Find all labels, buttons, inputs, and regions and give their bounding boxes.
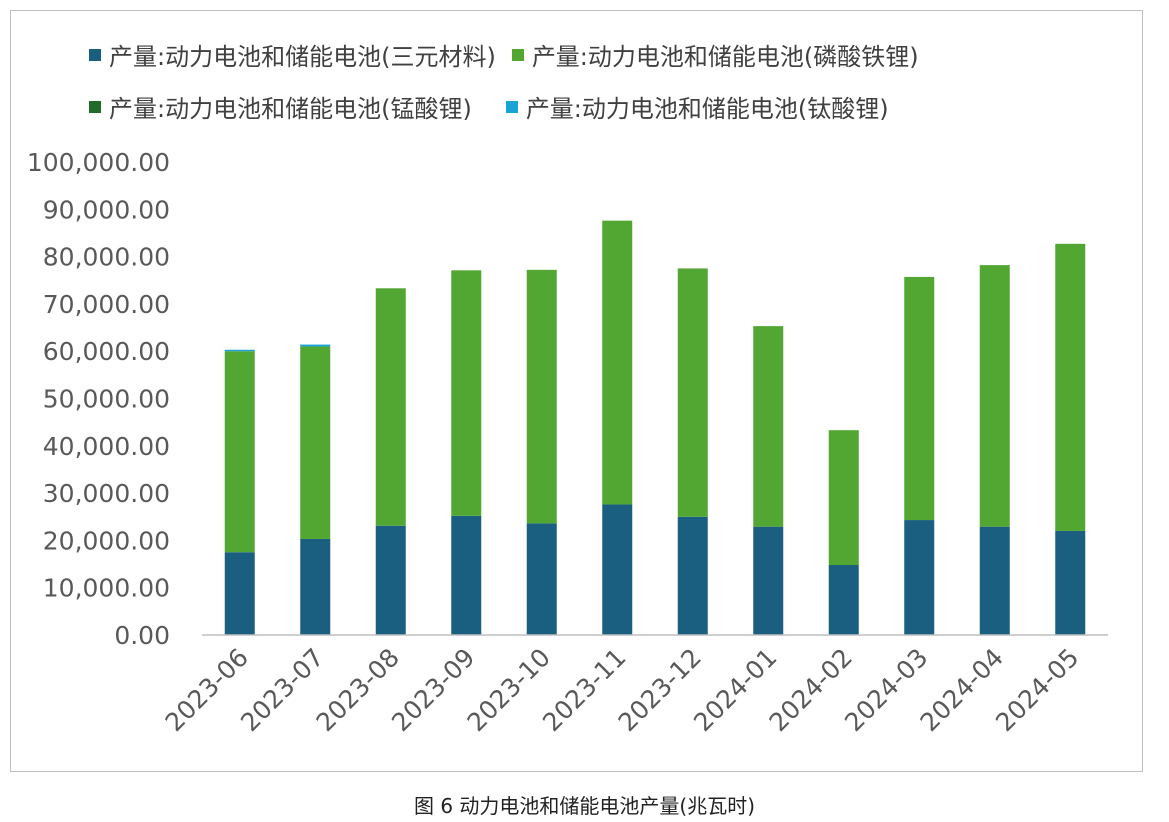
- x-tick-label: 2024-02: [764, 643, 858, 737]
- bars: [224, 220, 1086, 635]
- bar-segment-lfp: [451, 270, 482, 516]
- y-tick-label: 50,000.00: [43, 385, 170, 414]
- legend-item-lmo: 产量:动力电池和储能电池(锰酸锂): [89, 89, 472, 124]
- x-tick-label: 2023-07: [235, 643, 329, 737]
- bar-segment-lfp: [828, 430, 859, 565]
- x-tick-label: 2023-06: [160, 643, 254, 737]
- legend-swatch-lto: [505, 100, 518, 113]
- figure-caption: 图 6 动力电池和储能电池产量(兆瓦时): [413, 794, 756, 818]
- legend-label-lfp: 产量:动力电池和储能电池(磷酸铁锂): [531, 43, 919, 71]
- bar-segment-lfp: [224, 351, 255, 553]
- bar-segment-lfp: [375, 288, 406, 526]
- bar-segment-ncm: [602, 504, 633, 635]
- y-tick-label: 70,000.00: [43, 290, 170, 319]
- y-tick-label: 30,000.00: [43, 479, 170, 508]
- bar-segment-ncm: [300, 538, 331, 635]
- bar-segment-ncm: [979, 526, 1010, 635]
- chart-frame: 产量:动力电池和储能电池(三元材料) 产量:动力电池和储能电池(磷酸铁锂) 产量…: [10, 10, 1143, 772]
- x-tick-label: 2024-03: [839, 643, 933, 737]
- x-tick-label: 2023-09: [386, 643, 480, 737]
- y-tick-label: 80,000.00: [43, 243, 170, 272]
- x-axis: 2023-062023-072023-082023-092023-102023-…: [160, 634, 1108, 737]
- y-axis: 0.00 10,000.00 20,000.00 30,000.00 40,000.00…: [27, 148, 170, 650]
- bar-segment-ncm: [828, 564, 859, 635]
- x-tick-label: 2024-04: [915, 643, 1009, 737]
- legend-item-ncm: 产量:动力电池和储能电池(三元材料): [89, 37, 496, 72]
- bar-segment-lto: [300, 344, 331, 347]
- x-tick-label: 2023-11: [537, 643, 631, 737]
- y-tick-label: 100,000.00: [27, 148, 170, 177]
- legend-label-lto: 产量:动力电池和储能电池(钛酸锂): [525, 95, 889, 123]
- legend-item-lto: 产量:动力电池和储能电池(钛酸锂): [505, 89, 889, 124]
- bar-segment-ncm: [1055, 530, 1086, 635]
- bar-segment-lto: [224, 349, 255, 352]
- legend-label-lmo: 产量:动力电池和储能电池(锰酸锂): [109, 95, 472, 123]
- bar-segment-ncm: [224, 552, 255, 635]
- y-tick-label: 60,000.00: [43, 337, 170, 366]
- legend-swatch-ncm: [89, 48, 101, 61]
- bar-segment-lfp: [300, 346, 331, 539]
- legend-item-lfp: 产量:动力电池和储能电池(磷酸铁锂): [511, 37, 919, 72]
- legend-row-2: 产量:动力电池和储能电池(锰酸锂) 产量:动力电池和储能电池(钛酸锂): [89, 89, 905, 124]
- y-tick-label: 10,000.00: [43, 574, 170, 603]
- x-tick-label: 2023-12: [613, 643, 707, 737]
- bar-segment-ncm: [904, 520, 935, 635]
- legend-swatch-lfp: [511, 48, 524, 61]
- x-tick-label: 2024-05: [990, 643, 1084, 737]
- x-tick-label: 2023-08: [311, 643, 405, 737]
- y-tick-label: 20,000.00: [43, 526, 170, 555]
- x-tick-label: 2024-01: [688, 643, 782, 737]
- bar-segment-lfp: [602, 220, 633, 505]
- legend-row-1: 产量:动力电池和储能电池(三元材料) 产量:动力电池和储能电池(磷酸铁锂): [89, 37, 935, 72]
- bar-segment-ncm: [753, 526, 784, 635]
- bar-segment-ncm: [451, 515, 482, 635]
- y-tick-label: 0.00: [114, 621, 170, 650]
- bar-segment-lfp: [979, 265, 1010, 527]
- bar-segment-ncm: [677, 516, 708, 635]
- bar-segment-lfp: [904, 276, 935, 521]
- bar-segment-lfp: [526, 269, 557, 524]
- y-tick-label: 90,000.00: [43, 195, 170, 224]
- bar-segment-lfp: [677, 268, 708, 517]
- bar-segment-lfp: [753, 326, 784, 527]
- legend-swatch-lmo: [89, 100, 101, 113]
- x-tick-label: 2023-10: [462, 643, 556, 737]
- bar-segment-lfp: [1055, 243, 1086, 531]
- legend-label-ncm: 产量:动力电池和储能电池(三元材料): [109, 43, 496, 71]
- bar-segment-ncm: [526, 523, 557, 635]
- y-tick-label: 40,000.00: [43, 432, 170, 461]
- bar-segment-ncm: [375, 525, 406, 635]
